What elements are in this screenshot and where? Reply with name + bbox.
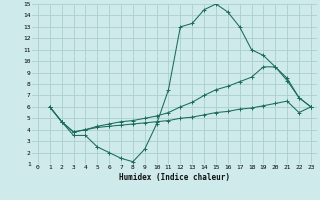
X-axis label: Humidex (Indice chaleur): Humidex (Indice chaleur) — [119, 173, 230, 182]
